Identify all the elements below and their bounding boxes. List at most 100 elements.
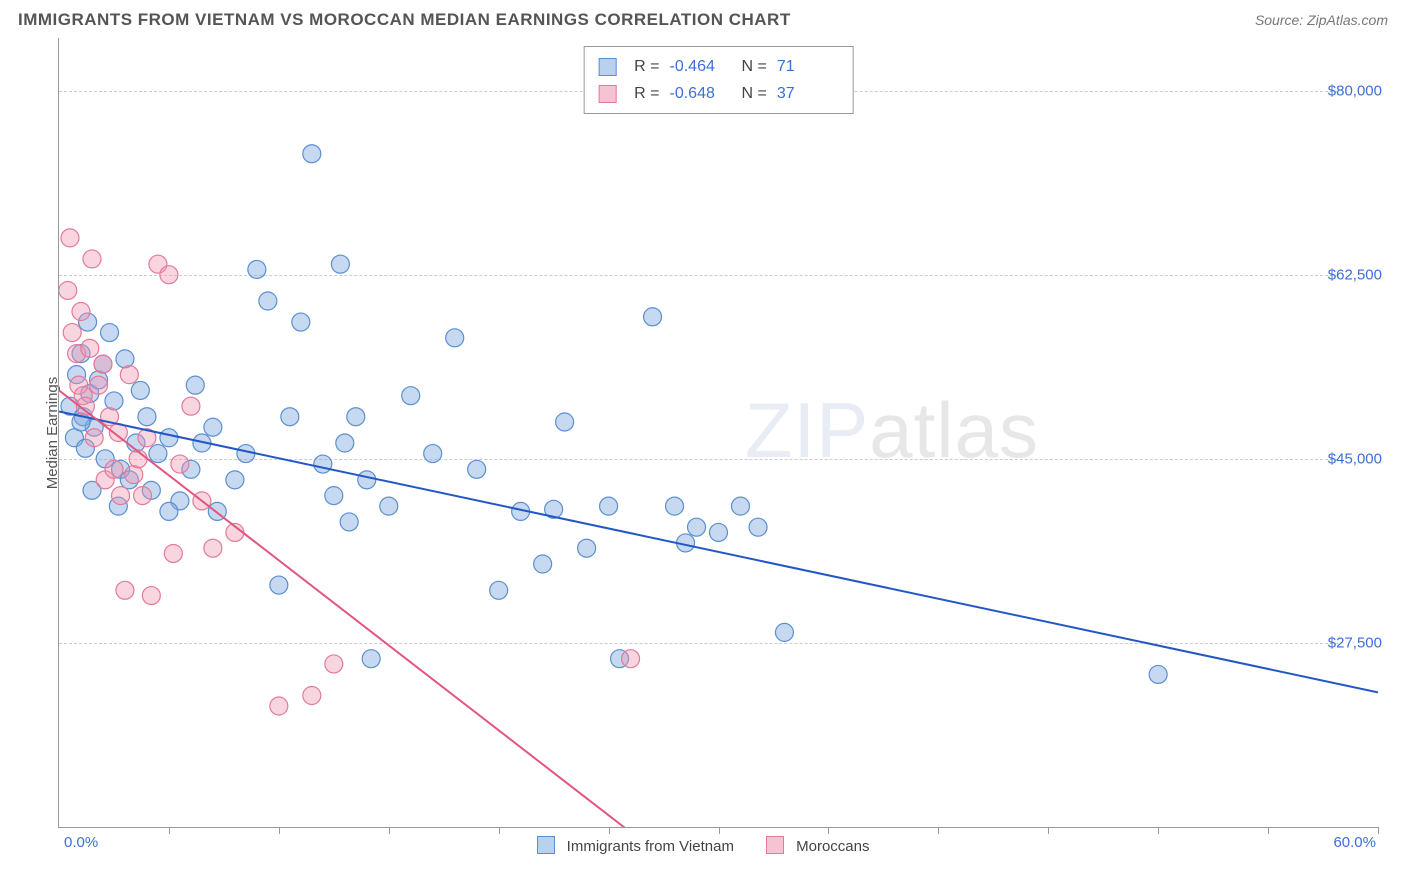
scatter-point: [120, 366, 138, 384]
stat-R-label-2: R =: [634, 80, 659, 107]
scatter-point: [63, 324, 81, 342]
scatter-point: [340, 513, 358, 531]
scatter-point: [600, 497, 618, 515]
scatter-point: [138, 408, 156, 426]
scatter-point: [281, 408, 299, 426]
legend-label-vietnam: Immigrants from Vietnam: [567, 838, 734, 855]
scatter-point: [292, 313, 310, 331]
chart-area: Median Earnings ZIPatlas R = -0.464 N = …: [18, 38, 1388, 828]
x-tick: [279, 827, 280, 834]
scatter-point: [149, 445, 167, 463]
scatter-point: [81, 339, 99, 357]
scatter-point: [182, 397, 200, 415]
scatter-point: [380, 497, 398, 515]
stats-legend: R = -0.464 N = 71 R = -0.648 N = 37: [583, 46, 854, 114]
scatter-point: [59, 281, 77, 299]
scatter-point: [160, 266, 178, 284]
x-tick: [169, 827, 170, 834]
scatter-point: [204, 418, 222, 436]
scatter-point: [204, 539, 222, 557]
bottom-legend: Immigrants from Vietnam Moroccans: [18, 836, 1388, 855]
scatter-point: [666, 497, 684, 515]
x-tick: [719, 827, 720, 834]
scatter-point: [490, 581, 508, 599]
scatter-point: [336, 434, 354, 452]
stat-N-label-2: N =: [742, 80, 767, 107]
x-tick: [1378, 827, 1379, 834]
stat-R-moroccan: -0.648: [670, 80, 732, 107]
scatter-point: [325, 655, 343, 673]
scatter-point: [749, 518, 767, 536]
scatter-point: [303, 145, 321, 163]
scatter-point: [90, 376, 108, 394]
x-tick: [609, 827, 610, 834]
scatter-point: [248, 260, 266, 278]
x-tick: [1158, 827, 1159, 834]
stat-R-vietnam: -0.464: [670, 53, 732, 80]
scatter-point: [112, 487, 130, 505]
x-tick: [938, 827, 939, 834]
scatter-point: [362, 650, 380, 668]
scatter-point: [775, 623, 793, 641]
source-label: Source: ZipAtlas.com: [1255, 12, 1388, 28]
x-max-label: 60.0%: [1333, 834, 1376, 851]
scatter-point: [446, 329, 464, 347]
regression-line: [59, 411, 1378, 692]
legend-item-moroccan: Moroccans: [766, 836, 870, 855]
scatter-point: [622, 650, 640, 668]
regression-line: [59, 390, 631, 827]
scatter-point: [171, 455, 189, 473]
scatter-point: [688, 518, 706, 536]
scatter-point: [72, 303, 90, 321]
scatter-point: [314, 455, 332, 473]
scatter-point: [325, 487, 343, 505]
scatter-point: [101, 324, 119, 342]
scatter-point: [259, 292, 277, 310]
scatter-point: [731, 497, 749, 515]
scatter-point: [134, 487, 152, 505]
scatter-point: [61, 229, 79, 247]
x-tick: [828, 827, 829, 834]
scatter-point: [358, 471, 376, 489]
x-tick: [499, 827, 500, 834]
x-tick: [1048, 827, 1049, 834]
scatter-point: [85, 429, 103, 447]
stat-N-vietnam: 71: [777, 53, 839, 80]
scatter-point: [1149, 665, 1167, 683]
header-row: IMMIGRANTS FROM VIETNAM VS MOROCCAN MEDI…: [0, 0, 1406, 34]
legend-swatch-moroccan: [766, 836, 784, 854]
scatter-point: [160, 502, 178, 520]
scatter-point: [270, 576, 288, 594]
scatter-point: [186, 376, 204, 394]
scatter-point: [131, 381, 149, 399]
swatch-vietnam: [598, 58, 616, 76]
scatter-point: [142, 587, 160, 605]
scatter-point: [347, 408, 365, 426]
stats-row-moroccan: R = -0.648 N = 37: [598, 80, 839, 107]
plot-svg: [59, 38, 1378, 827]
stat-N-moroccan: 37: [777, 80, 839, 107]
scatter-point: [94, 355, 112, 373]
x-tick: [389, 827, 390, 834]
x-tick: [1268, 827, 1269, 834]
scatter-point: [125, 466, 143, 484]
stat-R-label: R =: [634, 53, 659, 80]
scatter-point: [116, 350, 134, 368]
scatter-point: [578, 539, 596, 557]
stats-row-vietnam: R = -0.464 N = 71: [598, 53, 839, 80]
scatter-point: [556, 413, 574, 431]
scatter-point: [83, 250, 101, 268]
scatter-point: [710, 523, 728, 541]
scatter-point: [105, 392, 123, 410]
x-axis-row: 0.0% Immigrants from Vietnam Moroccans 6…: [18, 834, 1388, 864]
scatter-point: [468, 460, 486, 478]
scatter-point: [270, 697, 288, 715]
plot-region: ZIPatlas R = -0.464 N = 71 R = -0.648 N …: [58, 38, 1378, 828]
scatter-point: [160, 429, 178, 447]
legend-label-moroccan: Moroccans: [796, 838, 869, 855]
scatter-point: [226, 471, 244, 489]
scatter-point: [303, 687, 321, 705]
scatter-point: [105, 460, 123, 478]
chart-title: IMMIGRANTS FROM VIETNAM VS MOROCCAN MEDI…: [18, 10, 791, 30]
scatter-point: [164, 544, 182, 562]
